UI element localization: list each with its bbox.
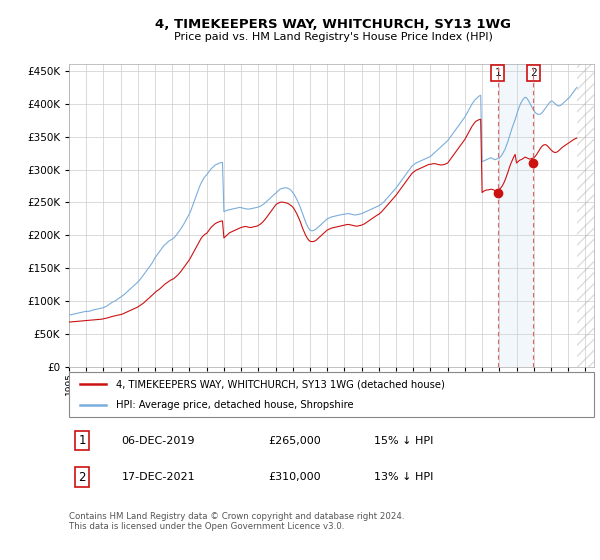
Text: 1: 1 <box>494 68 502 78</box>
Text: HPI: Average price, detached house, Shropshire: HPI: Average price, detached house, Shro… <box>116 400 354 410</box>
Text: £310,000: £310,000 <box>269 472 321 482</box>
Text: 4, TIMEKEEPERS WAY, WHITCHURCH, SY13 1WG: 4, TIMEKEEPERS WAY, WHITCHURCH, SY13 1WG <box>155 18 511 31</box>
Text: £265,000: £265,000 <box>269 436 321 446</box>
Text: 4, TIMEKEEPERS WAY, WHITCHURCH, SY13 1WG (detached house): 4, TIMEKEEPERS WAY, WHITCHURCH, SY13 1WG… <box>116 380 445 390</box>
Bar <box>577 64 594 367</box>
FancyBboxPatch shape <box>69 372 594 417</box>
Text: 06-DEC-2019: 06-DEC-2019 <box>121 436 195 446</box>
Text: 15% ↓ HPI: 15% ↓ HPI <box>373 436 433 446</box>
Bar <box>498 64 533 367</box>
Text: 2: 2 <box>79 471 86 484</box>
Text: 2: 2 <box>530 68 536 78</box>
Text: Price paid vs. HM Land Registry's House Price Index (HPI): Price paid vs. HM Land Registry's House … <box>173 32 493 43</box>
Text: 1: 1 <box>79 434 86 447</box>
Text: 13% ↓ HPI: 13% ↓ HPI <box>373 472 433 482</box>
Text: Contains HM Land Registry data © Crown copyright and database right 2024.
This d: Contains HM Land Registry data © Crown c… <box>69 512 404 531</box>
Text: 17-DEC-2021: 17-DEC-2021 <box>121 472 195 482</box>
